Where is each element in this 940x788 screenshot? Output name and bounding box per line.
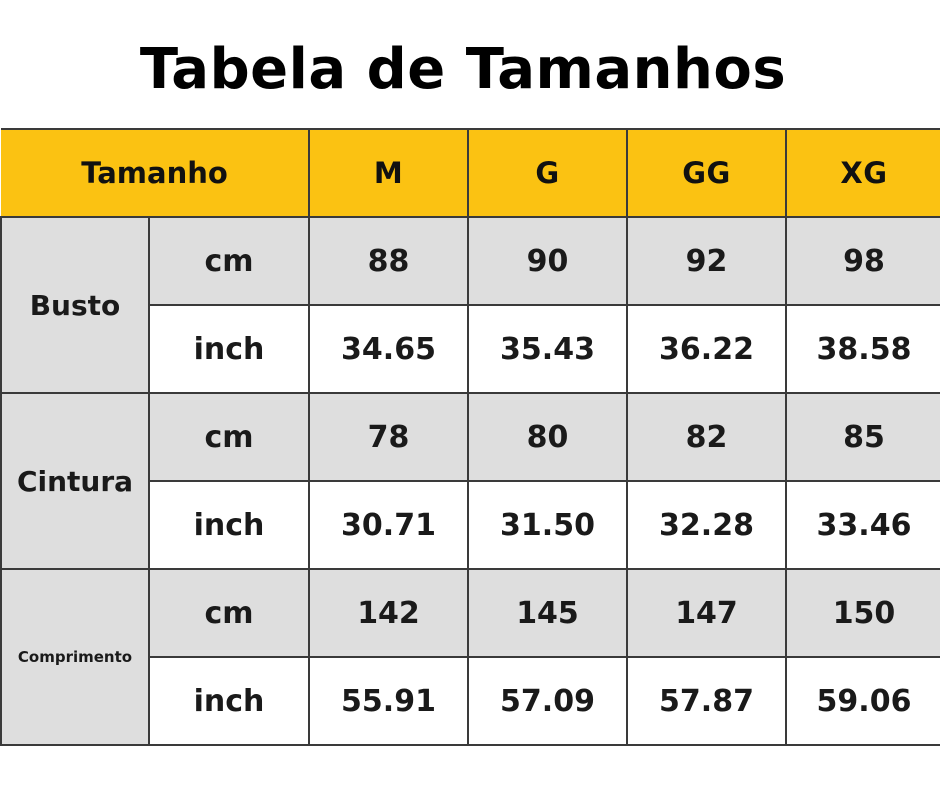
unit-label-cm: cm (148, 568, 310, 658)
measure-label-busto: Busto (0, 216, 150, 394)
table-row: inch 55.91 57.09 57.87 59.06 (1, 656, 940, 746)
measure-label-cintura: Cintura (0, 392, 150, 570)
unit-label-inch: inch (148, 656, 310, 746)
value-cell: 147 (626, 568, 787, 658)
table-row: Cintura cm 78 80 82 85 (0, 392, 940, 570)
value-cell: 92 (626, 216, 787, 306)
value-cell: 88 (308, 216, 469, 306)
value-cell: 36.22 (626, 304, 787, 394)
page-title: Tabela de Tamanhos (139, 37, 787, 102)
value-cell: 59.06 (785, 656, 940, 746)
value-cell: 57.09 (467, 656, 628, 746)
value-cell: 33.46 (785, 480, 940, 570)
value-cell: 98 (785, 216, 940, 306)
value-cell: 82 (626, 392, 787, 482)
value-cell: 142 (308, 568, 469, 658)
size-header-xg: XG (785, 128, 940, 218)
value-cell: 85 (785, 392, 940, 482)
unit-label-inch: inch (148, 480, 310, 570)
value-cell: 145 (467, 568, 628, 658)
value-cell: 32.28 (626, 480, 787, 570)
size-header-m: M (308, 128, 469, 218)
value-cell: 35.43 (467, 304, 628, 394)
table-row: inch 30.71 31.50 32.28 33.46 (1, 480, 940, 570)
table-header-row: Tamanho M G GG XG (1, 128, 940, 218)
size-column-header: Tamanho (1, 128, 310, 218)
value-cell: 30.71 (308, 480, 469, 570)
value-cell: 150 (785, 568, 940, 658)
unit-label-inch: inch (148, 304, 310, 394)
value-cell: 34.65 (308, 304, 469, 394)
unit-label-cm: cm (148, 216, 310, 306)
size-header-g: G (467, 128, 628, 218)
value-cell: 31.50 (467, 480, 628, 570)
unit-label-cm: cm (148, 392, 310, 482)
size-chart-table: Tamanho M G GG XG Busto cm 88 90 92 98 i… (0, 128, 940, 746)
table-row: inch 34.65 35.43 36.22 38.58 (1, 304, 940, 394)
value-cell: 55.91 (308, 656, 469, 746)
value-cell: 57.87 (626, 656, 787, 746)
measure-label-comprimento: Comprimento (0, 568, 150, 746)
table-row: Busto cm 88 90 92 98 (0, 216, 940, 394)
value-cell: 90 (467, 216, 628, 306)
table-row: Comprimento cm 142 145 147 150 (0, 568, 940, 746)
value-cell: 38.58 (785, 304, 940, 394)
size-header-gg: GG (626, 128, 787, 218)
value-cell: 80 (467, 392, 628, 482)
value-cell: 78 (308, 392, 469, 482)
